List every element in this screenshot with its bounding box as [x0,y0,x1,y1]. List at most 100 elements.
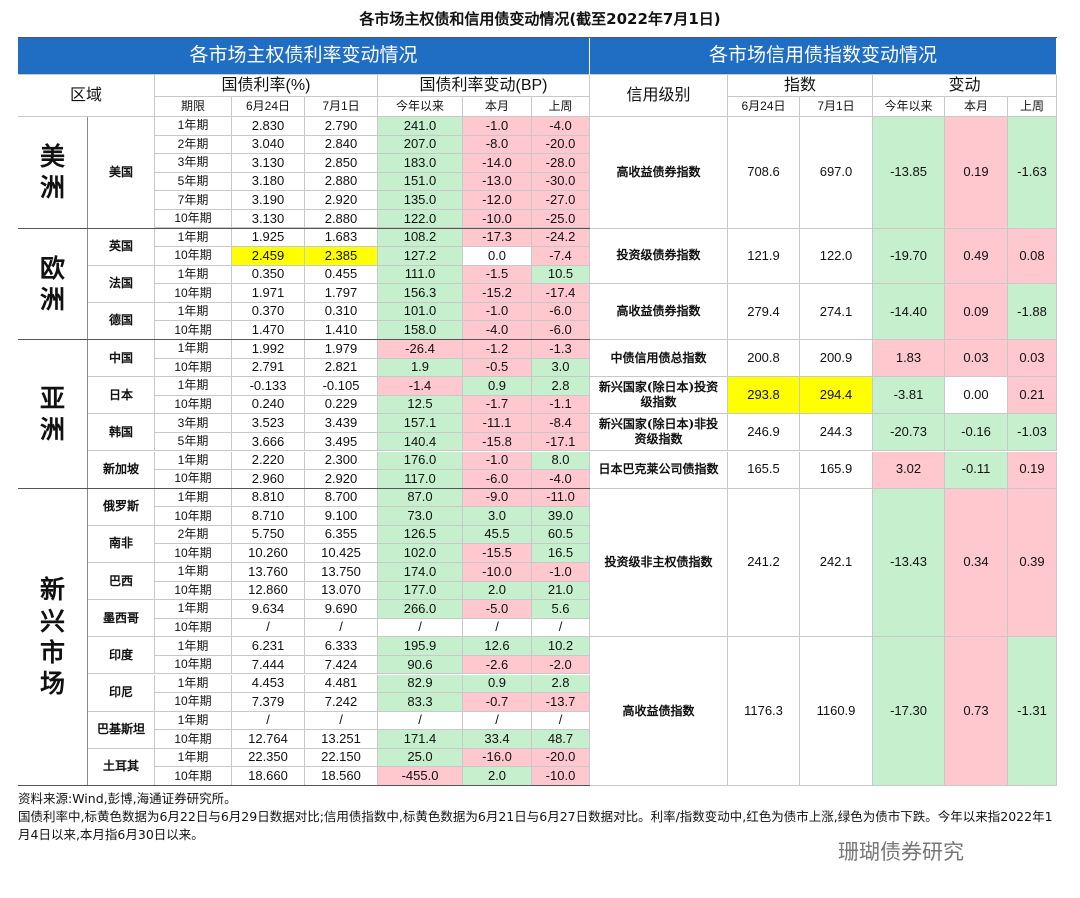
value-cell: 207.0 [378,135,463,155]
value-cell: -5.0 [463,600,532,619]
value-cell: -14.0 [463,154,532,173]
value-cell: 1.683 [305,228,378,248]
value-cell: 1.971 [232,284,305,303]
value-cell: 122.0 [800,228,873,285]
value-cell: 2.459 [232,247,305,266]
tenor: 10年期 [155,358,232,378]
value-cell: -28.0 [532,154,590,173]
tenor: 2年期 [155,135,232,155]
value-cell: 111.0 [378,265,463,285]
column-header: 6月24日 [728,97,800,117]
value-cell: 12.764 [232,730,305,749]
grade-name: 新兴国家(除日本)投资级指数 [590,377,728,415]
value-cell: 10.425 [305,544,378,563]
grade-name: 新兴国家(除日本)非投资级指数 [590,414,728,452]
value-cell: -4.0 [532,117,590,136]
country-name: 南非 [88,525,155,563]
value-cell: 9.634 [232,600,305,619]
value-cell: 2.385 [305,247,378,266]
value-cell: 241.2 [728,488,800,638]
value-cell: 126.5 [378,525,463,545]
tenor: 1年期 [155,228,232,248]
tenor: 1年期 [155,302,232,322]
value-cell: -6.0 [532,321,590,340]
value-cell: 3.0 [532,358,590,378]
country-name: 英国 [88,228,155,266]
column-header: 期限 [155,97,232,117]
value-cell: -30.0 [532,172,590,192]
value-cell: -17.1 [532,432,590,452]
value-cell: 1176.3 [728,637,800,786]
value-cell: 9.100 [305,507,378,526]
value-cell: 174.0 [378,563,463,582]
value-cell: 2.920 [305,470,378,489]
value-cell: 3.439 [305,414,378,433]
country-name: 中国 [88,340,155,378]
tenor: 1年期 [155,711,232,731]
value-cell: 2.300 [305,451,378,471]
value-cell: 22.350 [232,748,305,768]
value-cell: 2.0 [463,767,532,786]
separator [18,785,1057,786]
value-cell: 294.4 [800,377,873,415]
tenor: 10年期 [155,321,232,340]
value-cell: 101.0 [378,302,463,322]
value-cell: 25.0 [378,748,463,768]
value-cell: 48.7 [532,730,590,749]
value-cell: -10.0 [463,209,532,229]
value-cell: 1.9 [378,358,463,378]
value-cell: 242.1 [800,488,873,638]
column-header: 国债利率(%) [155,75,378,97]
value-cell: / [232,618,305,638]
tenor: 10年期 [155,395,232,415]
value-cell: 39.0 [532,507,590,526]
value-cell: -15.5 [463,544,532,563]
value-cell: 1.83 [873,340,945,378]
value-cell: / [532,618,590,638]
value-cell: 33.4 [463,730,532,749]
value-cell: 3.040 [232,135,305,155]
value-cell: 3.180 [232,172,305,192]
value-cell: -26.4 [378,340,463,359]
value-cell: 18.560 [305,767,378,786]
value-cell: 2.791 [232,358,305,378]
value-cell: 171.4 [378,730,463,749]
value-cell: 0.39 [1008,488,1057,638]
value-cell: 1.925 [232,228,305,248]
value-cell: -1.4 [378,377,463,396]
value-cell: 2.220 [232,451,305,471]
tenor: 1年期 [155,600,232,619]
tenor: 5年期 [155,432,232,452]
tenor: 10年期 [155,209,232,229]
value-cell: 3.02 [873,451,945,489]
value-cell: 5.750 [232,525,305,545]
value-cell: / [463,618,532,638]
value-cell: 200.8 [728,340,800,378]
country-name: 墨西哥 [88,600,155,638]
value-cell: -1.0 [463,117,532,136]
value-cell: 8.700 [305,488,378,508]
value-cell: 2.920 [305,191,378,210]
region-name: 亚洲 [18,340,88,489]
value-cell: 2.8 [532,674,590,694]
value-cell: 151.0 [378,172,463,192]
value-cell: -455.0 [378,767,463,786]
value-cell: 177.0 [378,581,463,601]
value-cell: 82.9 [378,674,463,694]
value-cell: 90.6 [378,655,463,675]
value-cell: 0.0 [463,247,532,266]
column-header: 本月 [463,97,532,117]
value-cell: -17.4 [532,284,590,303]
value-cell: 183.0 [378,154,463,173]
value-cell: 0.9 [463,377,532,396]
value-cell: -16.0 [463,748,532,768]
value-cell: 16.5 [532,544,590,563]
value-cell: -27.0 [532,191,590,210]
value-cell: -1.1 [532,395,590,415]
separator [18,37,1057,38]
value-cell: 708.6 [728,117,800,229]
value-cell: 165.9 [800,451,873,489]
grade-name: 高收益债指数 [590,637,728,786]
tenor: 10年期 [155,470,232,489]
value-cell: -1.0 [532,563,590,582]
